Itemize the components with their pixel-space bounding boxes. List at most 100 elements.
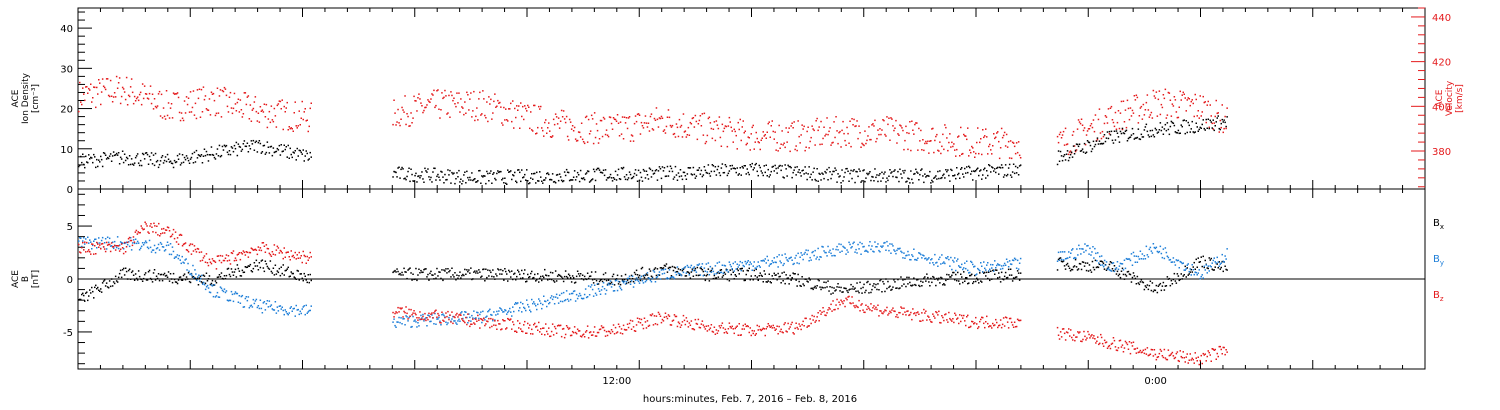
velocity-series-point [963,133,965,136]
bz-series-point [576,328,579,330]
velocity-series-point [548,122,550,124]
density-series-point [1219,128,1221,131]
density-series-point [990,171,992,173]
bx-series-point [890,289,892,291]
bx-series-point [968,282,970,284]
density-series-point [598,169,601,171]
bx-series-point [642,275,645,277]
by-series-point [549,297,552,299]
bx-series-point [1005,277,1008,279]
bx-series-point [792,272,794,274]
bz-series-point [438,314,440,317]
velocity-series-point [915,122,917,124]
bz-series-point [417,319,419,321]
velocity-series-point [156,105,159,107]
density-series-point [913,173,915,175]
by-series-point [129,237,132,239]
density-series-point [882,177,884,179]
bx-series-point [517,269,519,271]
by-series-point [420,314,422,317]
velocity-series-point [1167,91,1170,94]
velocity-series-point [997,131,999,133]
bz-series-point [272,253,275,255]
velocity-series-point [875,140,877,143]
bx-series-point [490,271,492,274]
density-series-point [630,177,633,180]
bx-series-point [1094,259,1097,262]
density-series-point [430,176,432,179]
velocity-series-point [676,126,679,129]
by-series-point [480,311,482,313]
by-series-point [821,245,823,248]
density-series-point [243,140,246,142]
bx-series-point [177,279,180,281]
velocity-series-point [821,143,823,145]
density-series-point [162,162,165,164]
bx-series-point [888,286,890,289]
density-series-point [120,158,123,160]
by-series-point [652,269,655,272]
velocity-series-point [733,128,735,131]
density-series-point [685,178,688,180]
by-series-point [507,311,509,314]
velocity-series-point [1176,116,1179,119]
velocity-series-point [853,118,855,121]
by-series-point [264,309,267,311]
velocity-series-point [228,96,231,98]
bx-series-point [460,277,462,279]
velocity-series-point [453,97,455,99]
density-series-point [602,169,605,171]
bx-series-point [779,275,781,278]
density-series-point [640,176,643,179]
bx-series-point [633,271,636,274]
velocity-series-point [83,93,85,95]
by-series-point [545,300,547,303]
bx-series-point [708,280,711,282]
velocity-series-point [994,137,996,140]
bz-series-point [282,257,284,260]
density-series-point [519,171,521,174]
density-series-point [907,177,909,179]
density-series-point [849,172,851,175]
by-series-point [295,304,297,307]
velocity-series-point [1162,94,1165,96]
velocity-series-point [289,127,291,130]
density-series-point [427,168,429,170]
by-series-point [912,255,914,258]
bz-series-point [439,321,441,324]
bx-series-point [950,276,952,278]
density-series-point [450,182,452,184]
density-series-point [995,171,997,174]
bx-series-point [883,283,885,285]
by-series-point [421,317,423,319]
bx-series-point [785,274,787,276]
by-series-point [1126,258,1129,260]
bx-series-point [206,280,209,282]
bx-series-point [963,271,965,273]
density-series-point [799,172,801,174]
density-series-point [1119,130,1122,133]
bx-series-point [867,280,869,283]
density-series-point [723,171,726,174]
by-series-point [516,302,518,305]
by-series-point [258,307,261,310]
velocity-series-point [674,136,677,138]
velocity-series-point [934,139,936,142]
velocity-series-point [154,105,157,108]
by-series-point [872,250,874,253]
bz-series-point [99,244,101,246]
bx-series-point [448,271,450,273]
bz-series-point [494,320,496,322]
velocity-series-point [415,100,417,102]
bx-series-point [405,271,407,273]
by-series-point [699,274,702,276]
velocity-series-point [225,94,228,97]
by-series-point [1136,261,1139,263]
density-series-point [419,177,421,179]
density-series-point [530,177,532,179]
by-series-point [435,323,437,325]
density-series-point [830,177,832,180]
by-series-point [1214,261,1216,263]
density-series-point [933,177,935,179]
bz-series-point [461,318,463,320]
